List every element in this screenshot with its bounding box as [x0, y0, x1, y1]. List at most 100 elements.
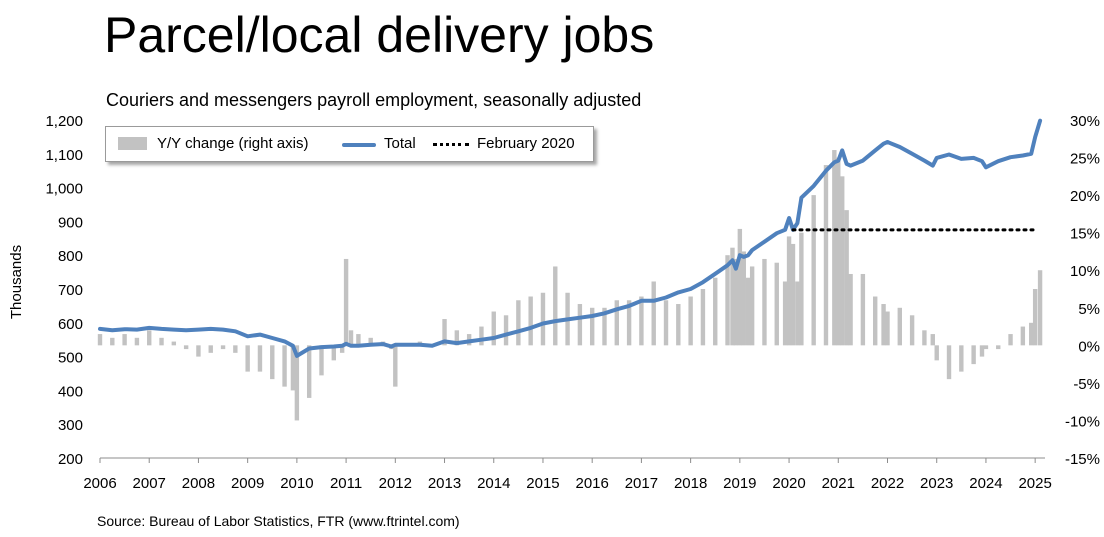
- series-lines: [98, 118, 1043, 358]
- y-tick-label-left: 500: [58, 350, 83, 367]
- x-tick-label: 2009: [231, 475, 264, 492]
- yoy-bar: [733, 258, 739, 346]
- yoy-bar: [245, 345, 250, 372]
- x-tick-label: 2013: [428, 475, 461, 492]
- yoy-bar: [639, 296, 644, 346]
- yoy-bar: [290, 345, 296, 391]
- yoy-bar: [746, 277, 751, 346]
- yoy-bar: [823, 165, 829, 346]
- yoy-bar: [848, 273, 853, 346]
- yoy-bar: [946, 345, 952, 380]
- yoy-bar: [540, 292, 546, 346]
- yoy-bar: [700, 289, 706, 346]
- yoy-bar: [836, 157, 841, 346]
- yoy-bar: [799, 232, 804, 346]
- yoy-bar: [196, 345, 201, 357]
- yoy-bar: [897, 307, 903, 346]
- total-line: [98, 118, 1043, 358]
- y-tick-label-left: 700: [58, 282, 83, 299]
- y-tick-label-right: 10%: [1070, 263, 1100, 280]
- yoy-bar: [782, 281, 788, 346]
- x-tick-label: 2014: [477, 475, 510, 492]
- legend-swatch-yoy: [118, 137, 147, 150]
- legend-swatch-total: [342, 143, 376, 147]
- yoy-bar: [922, 330, 927, 346]
- y-tick-label-right: 0%: [1078, 338, 1100, 355]
- x-tick-label: 2017: [625, 475, 658, 492]
- source-note: Source: Bureau of Labor Statistics, FTR …: [97, 513, 460, 529]
- x-tick-label: 2016: [576, 475, 609, 492]
- yoy-bar: [147, 330, 152, 346]
- yoy-bar: [1029, 322, 1034, 346]
- yoy-bar: [393, 345, 398, 387]
- x-axis: 2006 2007 2008 2009 2010 2011 2012 2013 2014 2015…: [83, 457, 1052, 492]
- yoy-bar: [220, 345, 226, 350]
- yoy-bar: [930, 334, 935, 346]
- y-tick-label-left: 1,200: [45, 113, 83, 130]
- x-tick-label: 2021: [822, 475, 855, 492]
- y-tick-label-right: 30%: [1070, 113, 1100, 130]
- yoy-bar: [795, 281, 800, 346]
- yoy-bar: [614, 300, 619, 346]
- y-axis-right: -15% -10% -5% 0% 5% 10% 15% 20% 25% 30%: [1065, 113, 1100, 468]
- x-tick-label: 2023: [920, 475, 953, 492]
- y-tick-label-left: 400: [58, 383, 83, 400]
- yoy-bar: [208, 345, 213, 353]
- yoy-bar: [134, 337, 140, 346]
- x-tick-label: 2025: [1018, 475, 1051, 492]
- yoy-bar: [983, 345, 989, 350]
- chart-legend: Y/Y change (right axis) Total February 2…: [105, 126, 594, 162]
- yoy-bar: [528, 296, 533, 346]
- yoy-bar: [159, 337, 164, 346]
- yoy-bar: [1008, 334, 1013, 346]
- y-tick-label-right: -5%: [1073, 376, 1100, 393]
- x-tick-label: 2020: [772, 475, 805, 492]
- yoy-bar: [885, 311, 890, 346]
- y-tick-label-left: 1,100: [45, 147, 83, 164]
- yoy-bar: [786, 236, 792, 346]
- yoy-bar: [553, 266, 558, 346]
- x-tick-label: 2022: [871, 475, 904, 492]
- yoy-bar: [860, 273, 866, 346]
- yoy-bar: [171, 341, 177, 346]
- yoy-bar: [844, 210, 849, 346]
- y-tick-label-right: 20%: [1070, 188, 1100, 205]
- yoy-bar: [233, 345, 238, 353]
- yoy-bar: [725, 255, 730, 346]
- legend-label-total: Total: [384, 135, 416, 152]
- yoy-bar: [282, 345, 287, 387]
- yoy-bar: [491, 311, 496, 346]
- yoy-bar: [811, 195, 816, 346]
- chart-subtitle: Couriers and messengers payroll employme…: [106, 90, 642, 110]
- yoy-bar: [971, 345, 976, 365]
- y-tick-label-right: 15%: [1070, 226, 1100, 243]
- yoy-bar: [577, 304, 583, 346]
- yoy-bar: [663, 300, 669, 346]
- legend-swatch-feb2020: [433, 143, 469, 146]
- y-tick-label-right: 25%: [1070, 151, 1100, 168]
- yoy-bar: [503, 315, 509, 346]
- yoy-bar: [602, 307, 607, 346]
- yoy-bar: [306, 345, 312, 398]
- yoy-bar: [110, 337, 115, 346]
- x-tick-label: 2024: [969, 475, 1002, 492]
- yoy-bar: [872, 296, 878, 346]
- y-tick-label-right: -10%: [1065, 413, 1100, 430]
- yoy-bar: [909, 315, 915, 346]
- x-tick-label: 2018: [674, 475, 707, 492]
- legend-label-yoy: Y/Y change (right axis): [157, 135, 309, 152]
- yoy-bar: [479, 326, 484, 346]
- y-tick-label-left: 200: [58, 451, 83, 468]
- yoy-bar: [257, 345, 263, 372]
- yoy-bar: [713, 277, 718, 346]
- yoy-bar: [319, 345, 324, 376]
- y-axis-left: 200 300 400 500 600 700 800 900 1,000 1,100 1,200: [45, 113, 83, 468]
- yoy-bars: [97, 150, 1043, 421]
- yoy-bar: [270, 345, 275, 380]
- y-tick-label-left: 300: [58, 417, 83, 434]
- yoy-bar: [730, 247, 735, 346]
- yoy-bar: [348, 330, 354, 346]
- yoy-bar: [454, 330, 460, 346]
- page-title: Parcel/local delivery jobs: [104, 7, 655, 63]
- y-axis-label: Thousands: [8, 245, 25, 319]
